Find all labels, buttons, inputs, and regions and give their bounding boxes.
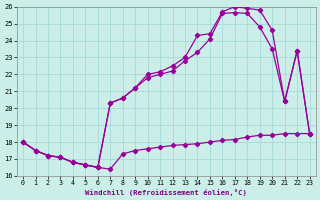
X-axis label: Windchill (Refroidissement éolien,°C): Windchill (Refroidissement éolien,°C) bbox=[85, 189, 247, 196]
